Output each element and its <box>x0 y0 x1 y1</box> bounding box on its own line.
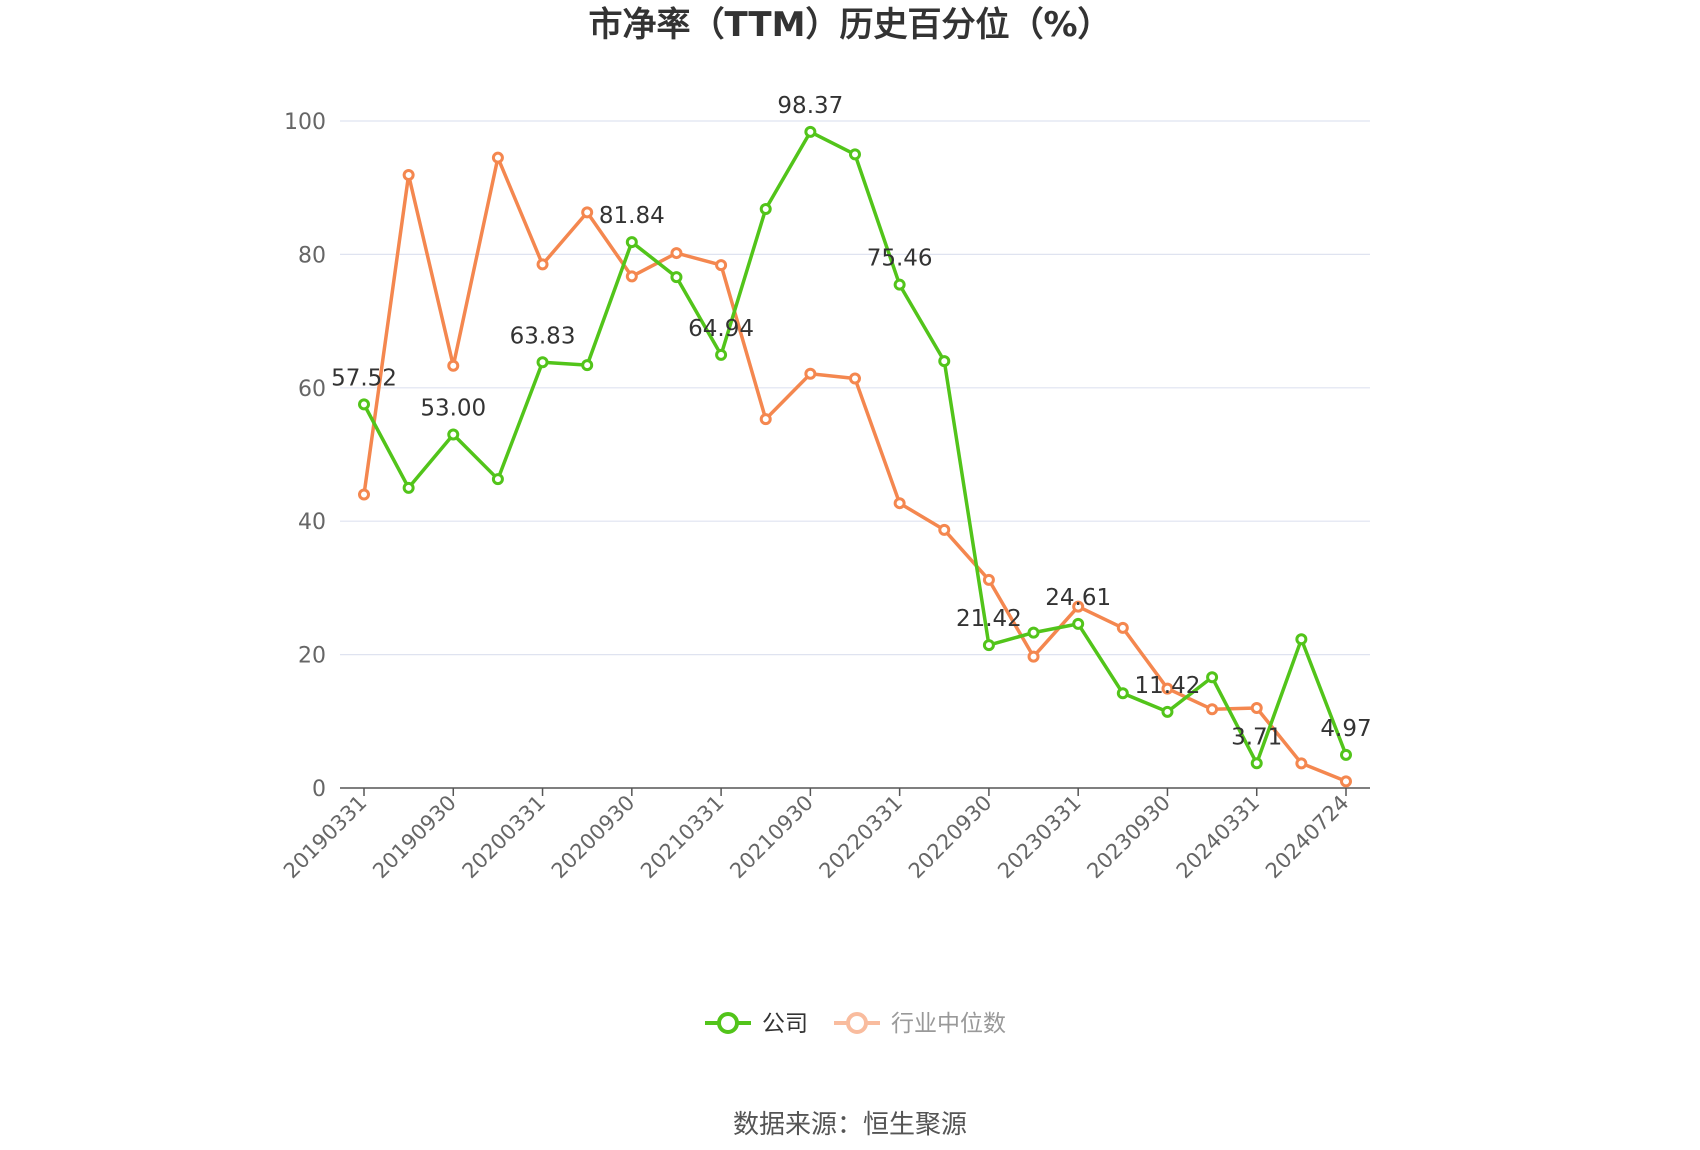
y-axis: 0 20 40 60 80 100 <box>284 110 326 802</box>
industry-data-point[interactable] <box>893 497 906 510</box>
data-label: 98.37 <box>777 93 843 119</box>
grid-lines <box>340 120 1370 656</box>
industry-data-point[interactable] <box>581 206 594 219</box>
industry-data-point[interactable] <box>1116 621 1129 634</box>
industry-data-point[interactable] <box>402 169 415 182</box>
industry-data-point[interactable] <box>491 151 504 164</box>
industry-data-point[interactable] <box>715 259 728 272</box>
company-data-point[interactable] <box>759 203 772 216</box>
y-tick-label: 20 <box>298 644 326 669</box>
data-label: 63.83 <box>510 323 576 349</box>
industry-data-point[interactable] <box>938 523 951 536</box>
industry-data-point[interactable] <box>1295 757 1308 770</box>
company-data-point[interactable] <box>1116 687 1129 700</box>
legend-item-industry-median[interactable]: 行业中位数 <box>834 1011 1006 1037</box>
data-labels: 57.52 53.00 63.83 81.84 64.94 98.37 75.46 21.42… <box>331 93 1372 750</box>
legend-label: 行业中位数 <box>891 1011 1006 1037</box>
x-tick-label: 20190331 <box>279 791 372 884</box>
data-label: 57.52 <box>331 365 397 391</box>
industry-data-point[interactable] <box>1340 775 1352 788</box>
company-data-point[interactable] <box>982 639 995 652</box>
company-data-point[interactable] <box>358 398 370 411</box>
company-data-point[interactable] <box>536 356 549 369</box>
legend-circle-marker <box>846 1012 868 1034</box>
legend-label: 公司 <box>762 1011 808 1037</box>
industry-data-point[interactable] <box>982 573 995 586</box>
y-tick-label: 80 <box>298 243 326 268</box>
industry-data-point[interactable] <box>536 258 549 271</box>
data-label: 75.46 <box>867 246 933 272</box>
company-data-point[interactable] <box>402 481 415 494</box>
industry-data-point[interactable] <box>358 488 370 501</box>
legend[interactable]: 公司 行业中位数 <box>705 1011 1006 1037</box>
industry-data-point[interactable] <box>849 372 861 385</box>
company-data-point[interactable] <box>893 278 906 291</box>
x-tick-label: 20210331 <box>636 791 729 884</box>
x-tick-label: 20230331 <box>993 791 1086 884</box>
x-tick-label: 20220930 <box>904 791 997 884</box>
company-data-point[interactable] <box>1250 757 1263 770</box>
y-tick-label: 0 <box>312 777 326 802</box>
data-label: 64.94 <box>688 316 754 342</box>
x-tick-label: 20200331 <box>458 791 551 884</box>
company-data-point[interactable] <box>938 355 951 368</box>
chart-title: 市净率（TTM）历史百分位（%） <box>588 5 1111 45</box>
x-tick-label: 20230930 <box>1082 791 1175 884</box>
industry-data-point[interactable] <box>1027 650 1040 663</box>
industry-data-point[interactable] <box>1072 600 1085 613</box>
company-data-point[interactable] <box>581 359 594 372</box>
y-tick-label: 100 <box>284 110 326 135</box>
company-series-line <box>362 130 1348 766</box>
company-data-point[interactable] <box>447 428 460 441</box>
industry-data-point[interactable] <box>1161 682 1174 695</box>
industry-data-point[interactable] <box>759 413 772 426</box>
industry-data-point[interactable] <box>447 359 460 372</box>
data-label: 81.84 <box>599 203 665 229</box>
data-label: 24.61 <box>1045 585 1111 611</box>
company-data-point[interactable] <box>1161 705 1174 718</box>
industry-data-point[interactable] <box>670 247 683 260</box>
industry-data-point[interactable] <box>1206 703 1219 716</box>
company-data-point[interactable] <box>715 348 728 361</box>
company-data-point[interactable] <box>1295 633 1308 646</box>
industry-data-point[interactable] <box>804 367 817 380</box>
x-tick-label: 20190930 <box>368 791 461 884</box>
x-tick-label: 20210930 <box>725 791 818 884</box>
industry-data-point[interactable] <box>1250 701 1263 714</box>
company-data-point[interactable] <box>491 473 504 486</box>
company-data-point[interactable] <box>1340 748 1352 761</box>
company-data-point[interactable] <box>670 271 683 284</box>
company-data-point[interactable] <box>804 125 817 138</box>
industry-data-point[interactable] <box>625 270 638 283</box>
data-label: 3.71 <box>1231 724 1282 750</box>
company-data-point[interactable] <box>1072 617 1085 630</box>
data-label: 53.00 <box>420 395 486 421</box>
x-tick-label: 20240724 <box>1261 791 1354 884</box>
x-tick-label: 20220331 <box>815 791 908 884</box>
company-data-point[interactable] <box>1206 671 1219 684</box>
company-data-point[interactable] <box>625 236 638 249</box>
source-note: 数据来源：恒生聚源 <box>733 1110 967 1140</box>
company-data-point[interactable] <box>849 148 861 161</box>
x-tick-label: 20200930 <box>547 791 640 884</box>
y-tick-label: 60 <box>298 377 326 402</box>
company-data-point[interactable] <box>1027 626 1040 639</box>
x-tick-label: 20240331 <box>1172 791 1265 884</box>
data-label: 4.97 <box>1320 716 1371 742</box>
legend-circle-marker <box>717 1012 739 1034</box>
data-label: 11.42 <box>1135 673 1201 699</box>
legend-item-company[interactable]: 公司 <box>705 1011 808 1037</box>
data-label: 21.42 <box>956 606 1022 632</box>
y-tick-label: 40 <box>298 510 326 535</box>
x-axis: 2019033120190930202003312020093020210331… <box>279 787 1370 884</box>
plot-area <box>358 125 1352 788</box>
